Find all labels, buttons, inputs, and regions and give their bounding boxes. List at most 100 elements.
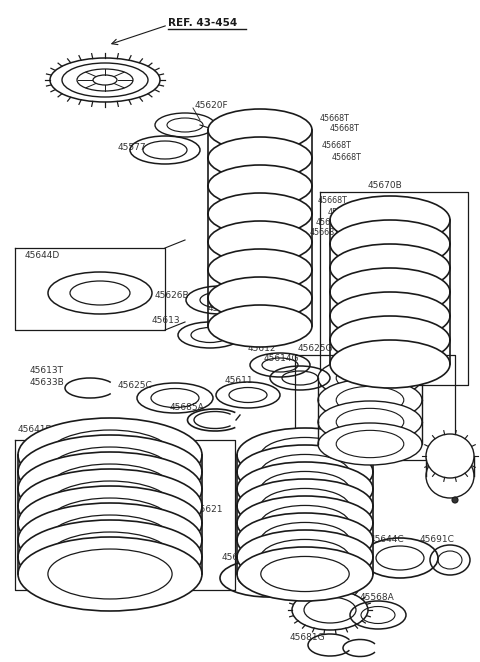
Ellipse shape: [18, 503, 202, 577]
Ellipse shape: [237, 530, 373, 584]
Ellipse shape: [330, 220, 450, 268]
Ellipse shape: [351, 279, 429, 310]
Ellipse shape: [48, 481, 172, 531]
Ellipse shape: [48, 549, 172, 599]
Text: 45632B: 45632B: [75, 440, 109, 449]
Text: 45668T: 45668T: [328, 207, 358, 216]
Ellipse shape: [318, 423, 422, 465]
Text: 45625C: 45625C: [118, 381, 153, 389]
Ellipse shape: [48, 464, 172, 514]
Ellipse shape: [261, 557, 349, 592]
Text: 45649A: 45649A: [252, 446, 284, 455]
Text: 45659D: 45659D: [322, 585, 358, 594]
Text: 45649A: 45649A: [258, 506, 290, 514]
Ellipse shape: [330, 244, 450, 292]
Ellipse shape: [237, 547, 373, 601]
Ellipse shape: [261, 540, 349, 575]
Text: 45670B: 45670B: [368, 181, 403, 189]
Text: 45649A: 45649A: [272, 469, 304, 479]
Text: 45689A: 45689A: [222, 553, 257, 563]
Ellipse shape: [48, 447, 172, 497]
Ellipse shape: [208, 193, 312, 235]
Ellipse shape: [261, 489, 349, 524]
Ellipse shape: [261, 471, 349, 506]
Ellipse shape: [225, 306, 285, 330]
Text: 45668T: 45668T: [322, 140, 352, 150]
Ellipse shape: [330, 268, 450, 316]
Text: 45613: 45613: [152, 316, 180, 324]
Ellipse shape: [237, 428, 373, 482]
Text: 45615E: 45615E: [432, 444, 466, 453]
Ellipse shape: [237, 462, 373, 516]
Ellipse shape: [318, 379, 422, 421]
Text: 45633B: 45633B: [30, 377, 65, 387]
Text: REF. 43-454: REF. 43-454: [168, 18, 237, 28]
Text: 45620F: 45620F: [195, 101, 228, 109]
Ellipse shape: [330, 292, 450, 340]
Ellipse shape: [452, 497, 458, 503]
Ellipse shape: [318, 357, 422, 399]
Text: 45612: 45612: [248, 344, 276, 352]
Text: 45668T: 45668T: [310, 228, 340, 236]
Ellipse shape: [237, 496, 373, 550]
Text: 45622E: 45622E: [250, 540, 284, 549]
Text: 45626B: 45626B: [155, 291, 190, 299]
Ellipse shape: [18, 486, 202, 560]
Text: 45668T: 45668T: [318, 195, 348, 205]
Ellipse shape: [351, 326, 429, 357]
Ellipse shape: [18, 469, 202, 543]
Ellipse shape: [208, 305, 312, 347]
Ellipse shape: [18, 452, 202, 526]
Ellipse shape: [237, 513, 373, 567]
Text: 45614G: 45614G: [264, 354, 300, 363]
Text: 45691C: 45691C: [420, 536, 455, 545]
Ellipse shape: [261, 506, 349, 541]
Ellipse shape: [351, 303, 429, 334]
Ellipse shape: [208, 277, 312, 319]
Ellipse shape: [237, 479, 373, 533]
Ellipse shape: [50, 58, 160, 102]
Text: 45668T: 45668T: [320, 113, 350, 122]
Ellipse shape: [261, 454, 349, 490]
Ellipse shape: [18, 418, 202, 492]
Text: 45649A: 45649A: [282, 481, 314, 491]
Ellipse shape: [208, 137, 312, 179]
Ellipse shape: [48, 430, 172, 480]
Text: 45644C: 45644C: [370, 536, 405, 545]
Ellipse shape: [237, 445, 373, 499]
Text: 45625G: 45625G: [298, 344, 334, 352]
Ellipse shape: [261, 438, 349, 473]
Ellipse shape: [318, 401, 422, 443]
Ellipse shape: [336, 408, 404, 436]
Ellipse shape: [18, 537, 202, 611]
Text: 45681G: 45681G: [290, 634, 325, 643]
Text: 45644D: 45644D: [25, 250, 60, 260]
Text: 45649A: 45649A: [262, 457, 294, 467]
Ellipse shape: [330, 340, 450, 388]
Text: 45641E: 45641E: [18, 426, 52, 434]
Text: 45611: 45611: [225, 375, 253, 385]
Text: 45685A: 45685A: [170, 404, 205, 412]
Ellipse shape: [336, 387, 404, 414]
Ellipse shape: [208, 109, 312, 151]
Ellipse shape: [208, 165, 312, 207]
Ellipse shape: [330, 316, 450, 364]
Text: 45668T: 45668T: [316, 218, 346, 226]
Ellipse shape: [336, 364, 404, 392]
Text: 45668T: 45668T: [330, 124, 360, 132]
Text: 45649A: 45649A: [248, 518, 280, 526]
Ellipse shape: [18, 435, 202, 509]
Text: 45613T: 45613T: [30, 365, 64, 375]
Ellipse shape: [48, 532, 172, 582]
Ellipse shape: [48, 515, 172, 565]
Text: 45668T: 45668T: [332, 152, 362, 162]
Ellipse shape: [336, 430, 404, 457]
Text: 45577: 45577: [118, 142, 146, 152]
Ellipse shape: [261, 522, 349, 557]
Text: 45613E: 45613E: [208, 303, 242, 312]
Ellipse shape: [426, 434, 474, 478]
Ellipse shape: [208, 221, 312, 263]
Text: 45649A: 45649A: [252, 493, 284, 502]
Ellipse shape: [208, 249, 312, 291]
Ellipse shape: [351, 254, 429, 285]
